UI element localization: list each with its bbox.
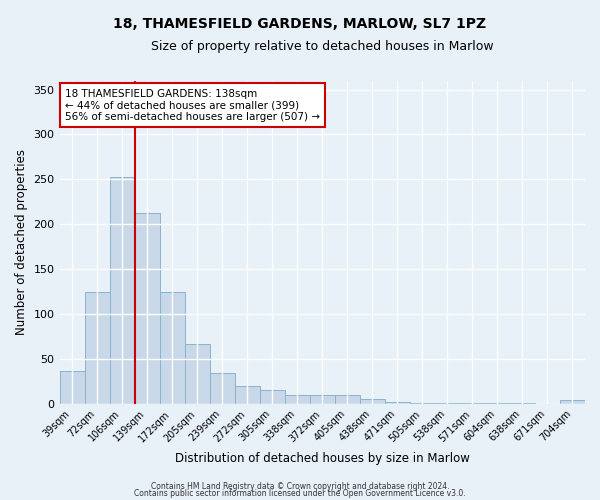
- X-axis label: Distribution of detached houses by size in Marlow: Distribution of detached houses by size …: [175, 452, 470, 465]
- Bar: [510, 403, 535, 404]
- Bar: [110, 176, 134, 404]
- Bar: [85, 292, 110, 404]
- Text: Contains HM Land Registry data © Crown copyright and database right 2024.: Contains HM Land Registry data © Crown c…: [151, 482, 449, 491]
- Bar: [435, 403, 460, 404]
- Bar: [185, 344, 209, 404]
- Bar: [360, 400, 385, 404]
- Bar: [310, 395, 335, 404]
- Bar: [410, 403, 435, 404]
- Bar: [485, 403, 510, 404]
- Text: 18 THAMESFIELD GARDENS: 138sqm
← 44% of detached houses are smaller (399)
56% of: 18 THAMESFIELD GARDENS: 138sqm ← 44% of …: [65, 88, 320, 122]
- Bar: [285, 395, 310, 404]
- Bar: [134, 214, 160, 404]
- Bar: [235, 386, 260, 404]
- Y-axis label: Number of detached properties: Number of detached properties: [15, 149, 28, 335]
- Title: Size of property relative to detached houses in Marlow: Size of property relative to detached ho…: [151, 40, 494, 53]
- Bar: [385, 402, 410, 404]
- Bar: [560, 400, 585, 404]
- Text: 18, THAMESFIELD GARDENS, MARLOW, SL7 1PZ: 18, THAMESFIELD GARDENS, MARLOW, SL7 1PZ: [113, 18, 487, 32]
- Bar: [209, 374, 235, 404]
- Bar: [335, 395, 360, 404]
- Bar: [160, 292, 185, 404]
- Bar: [59, 370, 85, 404]
- Bar: [460, 403, 485, 404]
- Bar: [260, 390, 285, 404]
- Text: Contains public sector information licensed under the Open Government Licence v3: Contains public sector information licen…: [134, 489, 466, 498]
